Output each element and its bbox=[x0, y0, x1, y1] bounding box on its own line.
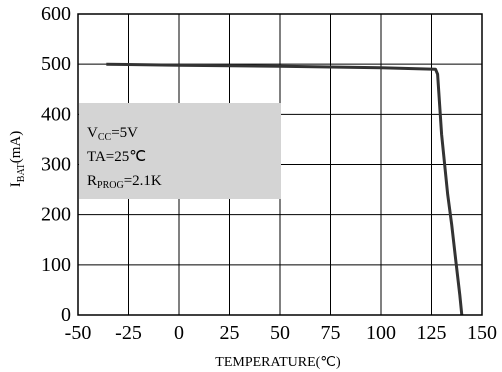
x-tick-label: 75 bbox=[321, 322, 341, 344]
y-tick-label: 0 bbox=[61, 304, 71, 326]
series bbox=[106, 62, 464, 316]
x-tick-label: 125 bbox=[417, 322, 447, 344]
x-tick-label: 150 bbox=[467, 322, 497, 344]
x-axis-title: TEMPERATURE(℃) bbox=[215, 355, 341, 370]
y-tick-labels: 0 100 200 300 400 500 600 bbox=[41, 3, 71, 326]
y-tick-label: 200 bbox=[41, 204, 71, 226]
y-tick-label: 300 bbox=[41, 154, 71, 176]
x-tick-label: 50 bbox=[270, 322, 290, 344]
annotation-line-vcc: VCC=5V bbox=[87, 125, 138, 143]
annotation-line-rprog: RPROG=2.1K bbox=[87, 173, 162, 191]
y-axis-title-sub: BAT bbox=[16, 163, 27, 182]
annotation-line-ta: TA=25℃ bbox=[87, 149, 146, 165]
x-tick-label: 0 bbox=[174, 322, 184, 344]
series-line bbox=[106, 62, 464, 316]
x-tick-labels: -50 -25 0 25 50 75 100 125 150 bbox=[65, 322, 497, 344]
y-axis-title-main: I bbox=[8, 182, 24, 187]
x-tick-label: -50 bbox=[65, 322, 92, 344]
y-axis-title: IBAT(mA) bbox=[8, 131, 27, 187]
x-tick-label: 100 bbox=[366, 322, 396, 344]
annotation-box bbox=[79, 103, 281, 199]
y-tick-label: 400 bbox=[41, 103, 71, 125]
y-tick-label: 100 bbox=[41, 254, 71, 276]
plot-frame bbox=[77, 13, 483, 316]
annotation-background bbox=[79, 103, 281, 199]
x-tick-label: 25 bbox=[220, 322, 240, 344]
x-tick-label: -25 bbox=[115, 322, 142, 344]
y-axis-title-unit: (mA) bbox=[8, 131, 24, 164]
y-tick-label: 600 bbox=[41, 3, 71, 25]
y-tick-label: 500 bbox=[41, 53, 71, 75]
